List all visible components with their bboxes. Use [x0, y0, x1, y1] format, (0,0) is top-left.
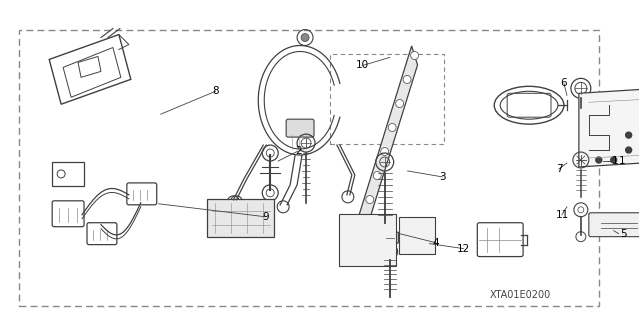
Circle shape — [626, 147, 632, 153]
FancyBboxPatch shape — [399, 217, 435, 254]
Polygon shape — [352, 46, 417, 257]
Text: 2: 2 — [295, 146, 301, 156]
Text: 9: 9 — [262, 212, 269, 222]
Circle shape — [358, 219, 366, 227]
Text: 1: 1 — [611, 156, 618, 166]
Text: 7: 7 — [556, 164, 563, 174]
Text: 1: 1 — [619, 156, 625, 166]
Circle shape — [366, 196, 374, 204]
Text: 4: 4 — [432, 238, 439, 248]
Text: 12: 12 — [457, 244, 470, 254]
Text: 11: 11 — [556, 210, 568, 220]
Text: 10: 10 — [356, 60, 369, 70]
Circle shape — [596, 157, 602, 163]
Text: XTA01E0200: XTA01E0200 — [489, 290, 550, 300]
Text: 5: 5 — [620, 229, 627, 239]
FancyBboxPatch shape — [339, 214, 396, 265]
Circle shape — [388, 123, 396, 131]
Circle shape — [351, 244, 359, 252]
Circle shape — [626, 132, 632, 138]
Circle shape — [396, 100, 404, 108]
Text: 6: 6 — [561, 78, 567, 88]
Polygon shape — [579, 88, 640, 167]
Text: 3: 3 — [439, 172, 446, 182]
Circle shape — [611, 157, 617, 163]
Circle shape — [373, 172, 381, 180]
Circle shape — [381, 148, 388, 156]
Circle shape — [403, 76, 411, 84]
Circle shape — [301, 33, 309, 41]
Text: 8: 8 — [212, 86, 219, 96]
FancyBboxPatch shape — [589, 213, 640, 237]
FancyBboxPatch shape — [286, 119, 314, 137]
Circle shape — [411, 51, 419, 59]
FancyBboxPatch shape — [207, 199, 274, 237]
